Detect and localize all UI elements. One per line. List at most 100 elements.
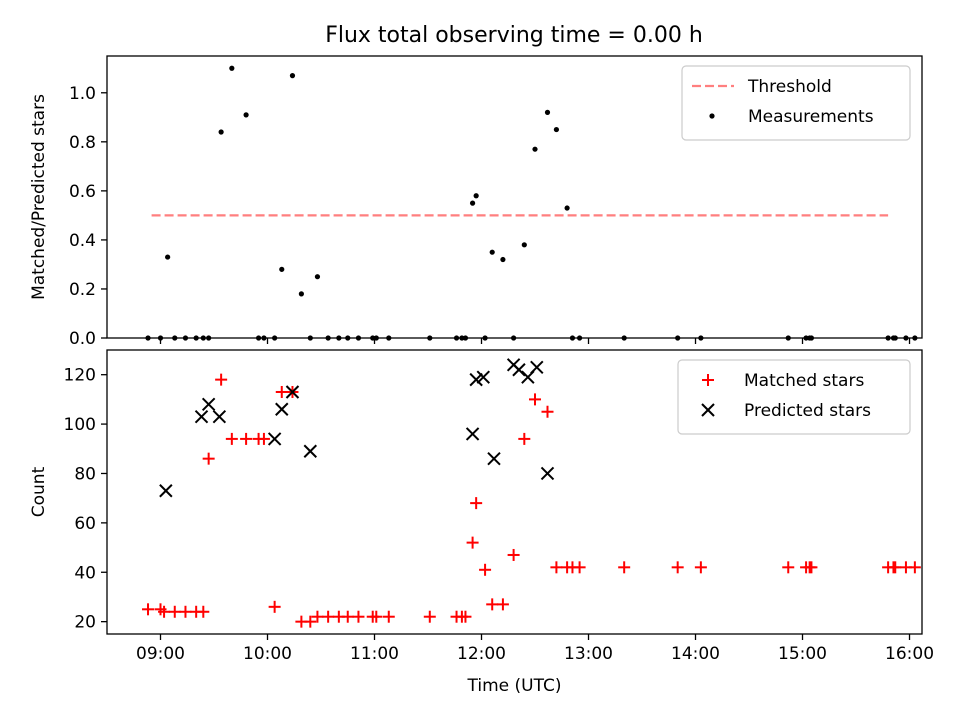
measurement-point <box>473 193 479 199</box>
predicted-star-point <box>540 466 555 481</box>
matched-star-point <box>459 610 472 623</box>
matched-star-point <box>311 610 324 623</box>
chart-title: Flux total observing time = 0.00 h <box>325 23 703 48</box>
matched-star-point <box>423 610 436 623</box>
matched-star-point <box>805 561 818 574</box>
x-tick-label: 16:00 <box>885 644 934 664</box>
predicted-star-point <box>159 484 173 498</box>
measurement-point <box>279 266 285 272</box>
measurement-point <box>229 65 235 71</box>
predicted-star-point <box>285 385 300 399</box>
y-axis-label: Count <box>29 466 49 517</box>
matched-star-point <box>518 432 531 445</box>
matched-star-point <box>158 605 171 618</box>
matched-star-point <box>486 598 499 611</box>
measurement-point <box>489 249 495 255</box>
x-tick-label: 09:00 <box>136 644 185 664</box>
y-tick-label: 80 <box>74 464 96 484</box>
top-panel: 0.0 0.2 0.4 0.6 0.8 1.0 Matched/Predicted star… <box>29 55 923 349</box>
y-axis-label: Matched/Predicted stars <box>29 94 49 300</box>
legend-box <box>681 65 911 141</box>
predicted-star-point <box>476 370 490 384</box>
matched-star-point <box>275 385 288 398</box>
legend-label: Threshold <box>747 77 832 97</box>
matched-star-point <box>257 432 270 445</box>
measurement-point <box>469 200 476 206</box>
predicted-star-point <box>212 409 227 424</box>
predicted-star-stroke-b <box>530 360 544 374</box>
y-tick-label: 0.4 <box>69 231 96 251</box>
x-tick-label: 10:00 <box>243 644 292 664</box>
measurement-point <box>532 146 538 152</box>
measurement-point <box>314 274 321 280</box>
predicted-star-stroke-b <box>303 444 318 458</box>
matched-star-point <box>202 452 215 465</box>
matched-star-point <box>889 561 902 574</box>
matched-star-point <box>341 610 354 623</box>
matched-star-point <box>550 561 563 574</box>
x-tick-label: 14:00 <box>671 644 720 664</box>
predicted-star-stroke-b <box>212 409 227 424</box>
x-axis-label: Time (UTC) <box>467 676 562 696</box>
matched-star-point <box>225 432 238 445</box>
predicted-star-point <box>267 432 282 446</box>
y-tick-label: 120 <box>64 366 96 386</box>
measurement-point <box>298 291 304 297</box>
predicted-star-point <box>303 444 318 458</box>
plot-frame <box>106 349 923 635</box>
matched-star-point <box>240 432 253 445</box>
matched-star-point <box>671 561 684 574</box>
measurement-point <box>544 109 551 115</box>
predicted-star-point <box>487 451 501 466</box>
legend-measurement-swatch <box>709 113 715 119</box>
matched-star-point <box>322 610 335 623</box>
matched-star-point <box>215 373 228 386</box>
measurement-point <box>553 126 560 133</box>
x-tick-label: 13:00 <box>564 644 613 664</box>
legend-label: Predicted stars <box>744 401 871 421</box>
matched-star-point <box>352 610 365 623</box>
matched-star-point <box>529 393 542 406</box>
matched-star-point <box>304 615 317 628</box>
predicted-star-stroke-b <box>469 372 483 387</box>
plot-frame <box>106 55 923 339</box>
measurement-point <box>165 254 171 260</box>
predicted-star-stroke-b <box>267 432 282 446</box>
matched-star-point <box>466 536 479 549</box>
y-tick-label: 100 <box>64 415 96 435</box>
matched-star-point <box>618 561 631 574</box>
measurement-point <box>521 242 527 248</box>
y-tick-label: 20 <box>74 613 96 633</box>
y-tick-label: 60 <box>74 514 96 534</box>
matched-star-point <box>168 605 181 618</box>
legend: Matched stars Predicted stars <box>677 359 911 435</box>
x-tick-label: 15:00 <box>778 644 827 664</box>
matched-star-point <box>496 598 509 611</box>
y-tick-label: 1.0 <box>69 84 96 104</box>
predicted-star-stroke-b <box>201 397 216 412</box>
legend-box <box>677 359 911 435</box>
x-tick-label: 12:00 <box>457 644 506 664</box>
predicted-star-point <box>465 427 480 441</box>
matched-star-point <box>179 605 192 618</box>
matched-star-point <box>479 563 492 576</box>
matched-star-point <box>470 497 483 510</box>
matched-star-point <box>507 548 520 561</box>
y-tick-label: 40 <box>74 563 96 583</box>
matched-star-point <box>268 600 281 613</box>
matched-star-point <box>782 561 795 574</box>
legend-predicted-stroke-b <box>701 403 715 417</box>
legend-label: Measurements <box>748 107 874 127</box>
predicted-star-stroke-b <box>540 466 555 481</box>
predicted-star-stroke-b <box>285 385 300 399</box>
legend-matched-swatch <box>702 374 714 386</box>
matched-star-point <box>370 610 383 623</box>
y-tick-label: 0.8 <box>69 133 96 153</box>
predicted-star-stroke-b <box>275 402 289 416</box>
y-tick-label: 0.6 <box>69 182 96 202</box>
predicted-star-stroke-b <box>476 370 490 384</box>
measurement-point <box>218 129 224 135</box>
bottom-panel: 20 40 60 80 100 120 09:00 10:00 11:00 12:00 13:00 1… <box>29 349 934 696</box>
measurement-point <box>564 205 570 211</box>
